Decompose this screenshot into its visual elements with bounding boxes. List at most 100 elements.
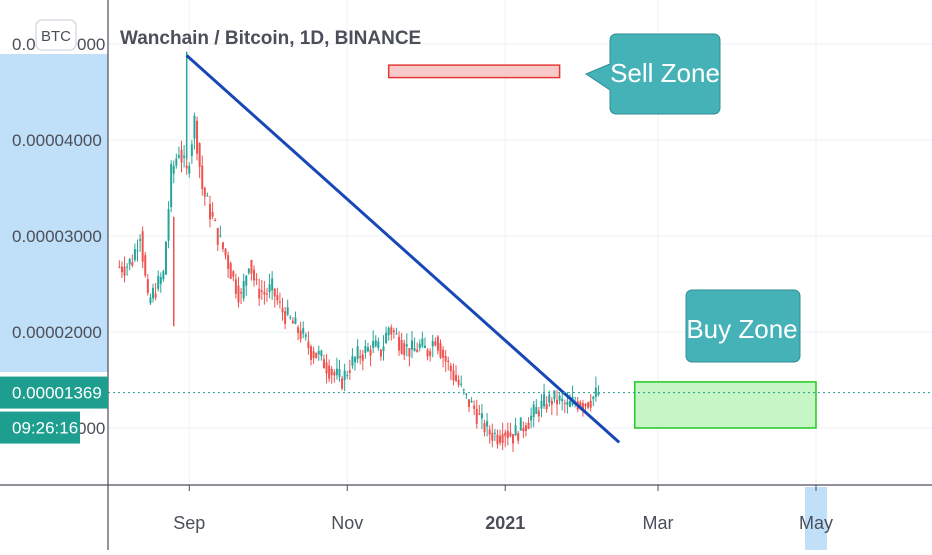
candle-body[interactable] [592, 396, 595, 400]
candle-body[interactable] [416, 349, 419, 353]
candle-body[interactable] [245, 275, 248, 286]
candle-body[interactable] [139, 239, 142, 241]
candle-body[interactable] [229, 263, 232, 279]
candle-body[interactable] [356, 346, 359, 360]
candle-body[interactable] [258, 288, 261, 299]
candle-body[interactable] [265, 293, 268, 295]
buy-zone-callout[interactable] [685, 289, 801, 363]
candle-body[interactable] [144, 255, 147, 276]
candle-body[interactable] [431, 340, 434, 347]
candle-body[interactable] [579, 402, 582, 409]
candle-body[interactable] [271, 278, 274, 291]
candle-body[interactable] [382, 346, 385, 352]
candle-body[interactable] [447, 360, 450, 362]
candle-body[interactable] [333, 372, 336, 376]
candle-body[interactable] [250, 260, 253, 274]
candle-body[interactable] [348, 370, 351, 373]
sell-zone-rect[interactable] [387, 64, 561, 79]
candle-body[interactable] [421, 338, 424, 347]
candle-body[interactable] [467, 399, 470, 407]
candle-body[interactable] [201, 165, 204, 189]
candlestick-series[interactable] [118, 51, 600, 453]
candle-body[interactable] [260, 290, 263, 293]
candle-body[interactable] [429, 351, 432, 356]
candle-body[interactable] [294, 317, 297, 324]
currency-badge[interactable] [35, 19, 77, 51]
candle-body[interactable] [369, 349, 372, 356]
candle-body[interactable] [203, 188, 206, 197]
candle-body[interactable] [312, 351, 315, 359]
candle-body[interactable] [325, 362, 328, 374]
candle-body[interactable] [214, 220, 217, 222]
candle-body[interactable] [172, 165, 175, 174]
candle-body[interactable] [506, 430, 509, 438]
candle-body[interactable] [568, 401, 571, 407]
candle-body[interactable] [276, 295, 279, 301]
candle-body[interactable] [141, 231, 144, 262]
candle-body[interactable] [470, 400, 473, 403]
candle-body[interactable] [354, 357, 357, 363]
candle-body[interactable] [374, 340, 377, 347]
candle-body[interactable] [548, 394, 551, 403]
candle-body[interactable] [543, 394, 546, 407]
candle-body[interactable] [322, 359, 325, 369]
candle-body[interactable] [413, 348, 416, 352]
candle-body[interactable] [159, 277, 162, 284]
candle-body[interactable] [379, 349, 382, 357]
candle-body[interactable] [377, 341, 380, 348]
candle-body[interactable] [343, 370, 346, 380]
candle-body[interactable] [302, 328, 305, 334]
candle-body[interactable] [512, 434, 514, 444]
candle-body[interactable] [291, 320, 294, 324]
candle-body[interactable] [504, 432, 507, 437]
candle-body[interactable] [372, 341, 375, 348]
candle-body[interactable] [237, 285, 240, 303]
candle-body[interactable] [398, 336, 401, 351]
candle-body[interactable] [519, 417, 522, 431]
candle-body[interactable] [307, 341, 310, 349]
candle-body[interactable] [522, 428, 525, 432]
candle-body[interactable] [392, 330, 395, 333]
candle-body[interactable] [227, 255, 230, 269]
candle-body[interactable] [517, 433, 520, 441]
candle-body[interactable] [524, 425, 527, 431]
candle-body[interactable] [527, 422, 530, 429]
candle-body[interactable] [136, 250, 139, 252]
candle-body[interactable] [234, 279, 237, 294]
candle-body[interactable] [444, 356, 447, 362]
candle-body[interactable] [478, 413, 481, 415]
candle-body[interactable] [366, 347, 369, 352]
candle-body[interactable] [452, 370, 455, 381]
candle-body[interactable] [286, 307, 289, 315]
candle-body[interactable] [584, 404, 587, 406]
candle-body[interactable] [594, 387, 597, 397]
candle-body[interactable] [483, 423, 486, 433]
candle-body[interactable] [545, 404, 548, 410]
candle-body[interactable] [434, 341, 437, 346]
candle-body[interactable] [131, 262, 134, 266]
candle-body[interactable] [209, 204, 211, 220]
candle-body[interactable] [146, 279, 149, 293]
candle-body[interactable] [206, 195, 209, 197]
candle-body[interactable] [281, 308, 284, 313]
candle-body[interactable] [193, 115, 196, 139]
candle-body[interactable] [408, 348, 411, 357]
candle-body[interactable] [390, 327, 393, 335]
candle-body[interactable] [338, 368, 341, 377]
candle-body[interactable] [328, 365, 331, 379]
candle-body[interactable] [553, 390, 556, 400]
candle-body[interactable] [359, 356, 362, 358]
trendline[interactable] [185, 54, 621, 444]
candle-body[interactable] [351, 356, 354, 366]
candle-body[interactable] [442, 349, 445, 358]
candle-body[interactable] [480, 413, 483, 419]
candle-body[interactable] [149, 297, 152, 304]
candle-body[interactable] [221, 242, 224, 249]
candle-body[interactable] [535, 407, 538, 414]
candle-body[interactable] [426, 349, 429, 357]
candle-body[interactable] [273, 288, 276, 297]
candle-body[interactable] [364, 346, 367, 353]
candle-body[interactable] [403, 343, 406, 356]
